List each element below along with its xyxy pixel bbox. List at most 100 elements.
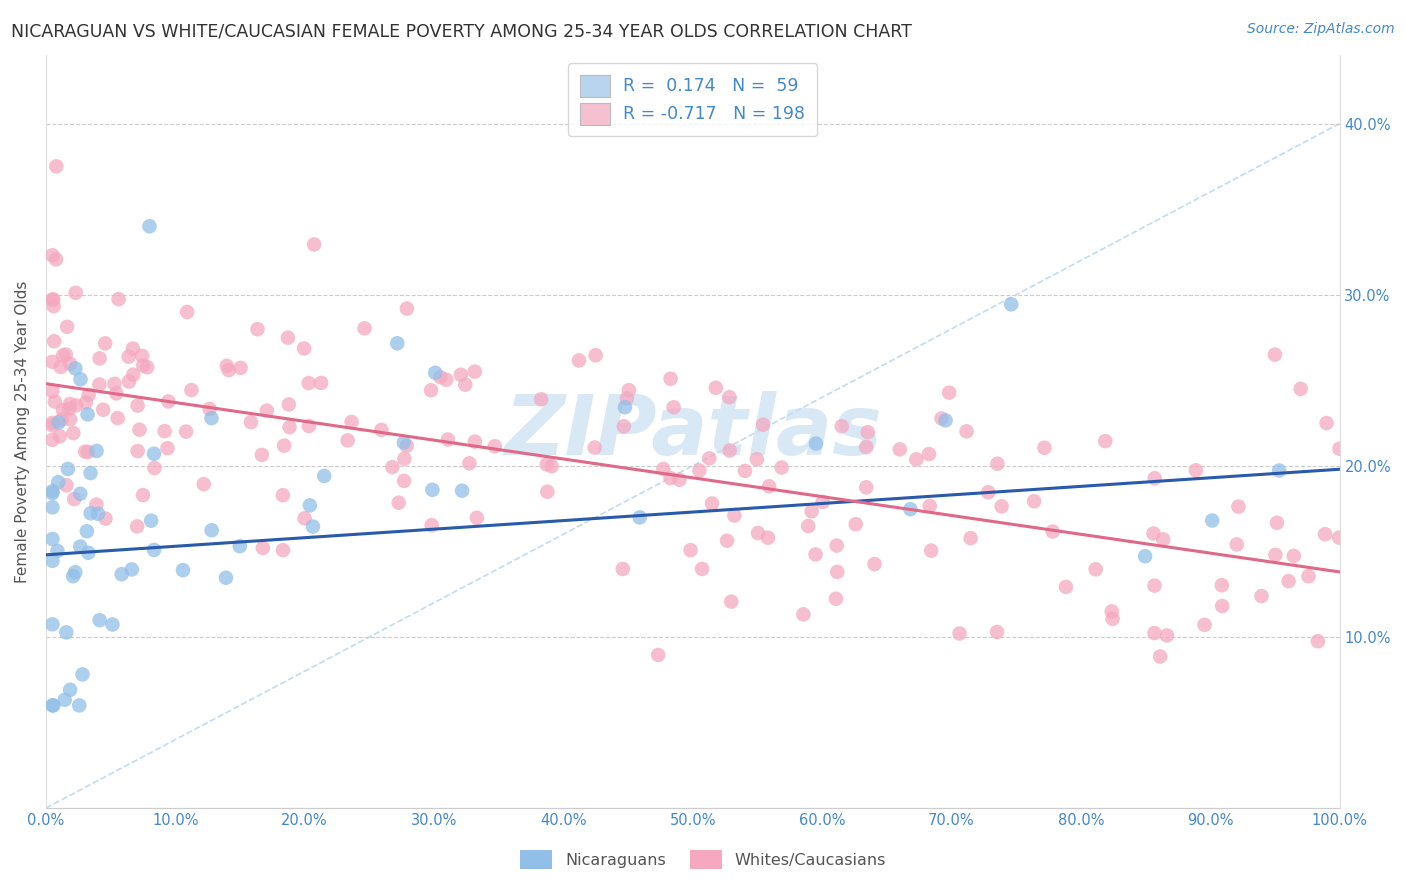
Point: [314, 469, 336, 483]
Point: [340, 415, 363, 429]
Point: [831, 419, 853, 434]
Point: [76, 408, 98, 422]
Point: [699, 451, 721, 466]
Point: [143, 543, 166, 558]
Point: [395, 439, 418, 453]
Point: [41, 617, 63, 632]
Point: [1265, 516, 1288, 530]
Point: [1033, 441, 1056, 455]
Point: [1268, 463, 1291, 477]
Point: [723, 508, 745, 523]
Point: [41, 416, 63, 430]
Point: [239, 415, 262, 429]
Point: [302, 237, 325, 252]
Legend: R =  0.174   N =  59, R = -0.717   N = 198: R = 0.174 N = 59, R = -0.717 N = 198: [568, 63, 817, 136]
Point: [59, 682, 82, 697]
Point: [955, 425, 977, 439]
Point: [131, 349, 153, 363]
Point: [990, 500, 1012, 514]
Point: [89, 613, 111, 627]
Point: [121, 562, 143, 576]
Point: [79, 466, 101, 480]
Point: [75, 395, 97, 409]
Point: [44, 394, 66, 409]
Point: [298, 419, 321, 434]
Point: [142, 447, 165, 461]
Point: [797, 519, 820, 533]
Point: [127, 444, 149, 458]
Point: [465, 510, 488, 524]
Point: [679, 543, 702, 558]
Point: [59, 357, 82, 371]
Point: [804, 436, 827, 450]
Point: [41, 500, 63, 515]
Point: [1282, 549, 1305, 563]
Point: [294, 511, 316, 525]
Point: [458, 456, 481, 470]
Point: [392, 474, 415, 488]
Point: [273, 439, 295, 453]
Point: [277, 397, 299, 411]
Point: [122, 368, 145, 382]
Point: [271, 543, 294, 558]
Point: [920, 543, 942, 558]
Point: [1143, 626, 1166, 640]
Point: [387, 336, 409, 351]
Point: [62, 569, 84, 583]
Point: [986, 457, 1008, 471]
Point: [464, 365, 486, 379]
Point: [1227, 500, 1250, 514]
Point: [277, 330, 299, 344]
Point: [770, 460, 793, 475]
Point: [48, 416, 70, 430]
Point: [117, 350, 139, 364]
Point: [127, 519, 149, 533]
Point: [948, 626, 970, 640]
Point: [174, 425, 197, 439]
Point: [75, 444, 97, 458]
Point: [128, 423, 150, 437]
Point: [825, 591, 848, 606]
Point: [1289, 382, 1312, 396]
Point: [250, 448, 273, 462]
Point: [1101, 612, 1123, 626]
Point: [758, 479, 780, 493]
Point: [536, 484, 558, 499]
Point: [139, 514, 162, 528]
Point: [79, 506, 101, 520]
Point: [55, 478, 77, 492]
Point: [156, 441, 179, 455]
Point: [931, 411, 953, 425]
Point: [77, 445, 100, 459]
Point: [193, 477, 215, 491]
Point: [200, 411, 222, 425]
Point: [42, 293, 65, 307]
Point: [65, 566, 87, 580]
Point: [41, 698, 63, 713]
Point: [429, 370, 451, 384]
Point: [172, 563, 194, 577]
Point: [69, 487, 91, 501]
Point: [690, 562, 713, 576]
Point: [132, 359, 155, 373]
Point: [41, 554, 63, 568]
Point: [1277, 574, 1299, 588]
Point: [1084, 562, 1107, 576]
Point: [540, 459, 562, 474]
Point: [454, 377, 477, 392]
Point: [138, 219, 160, 234]
Point: [395, 301, 418, 316]
Point: [63, 491, 86, 506]
Point: [856, 425, 879, 439]
Point: [132, 488, 155, 502]
Point: [437, 433, 460, 447]
Point: [434, 373, 457, 387]
Point: [72, 667, 94, 681]
Point: [94, 336, 117, 351]
Point: [256, 403, 278, 417]
Point: [1143, 579, 1166, 593]
Point: [107, 292, 129, 306]
Point: [704, 381, 727, 395]
Point: [58, 401, 80, 416]
Point: [900, 502, 922, 516]
